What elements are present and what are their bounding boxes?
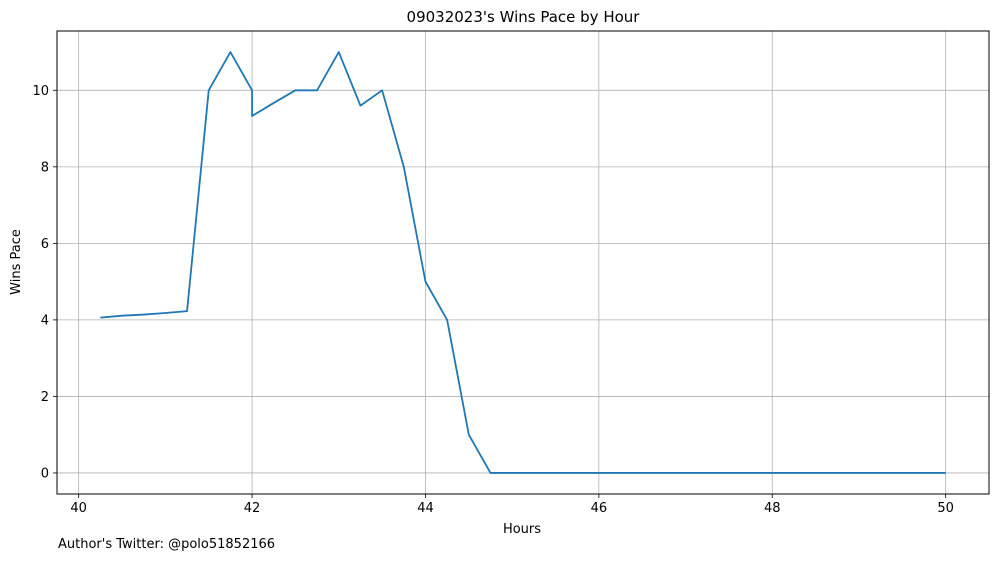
plot-frame — [56, 30, 990, 495]
author-twitter-note: Author's Twitter: @polo51852166 — [58, 537, 276, 552]
y-tick-label: 2 — [41, 390, 49, 405]
x-tick-label: 48 — [764, 501, 781, 516]
x-tick-label: 42 — [244, 501, 261, 516]
chart-title: 09032023's Wins Pace by Hour — [407, 8, 641, 26]
y-tick-label: 0 — [41, 466, 49, 481]
x-tick-label: 50 — [937, 501, 954, 516]
y-axis-ticks: 0 2 4 6 8 10 — [32, 84, 57, 481]
y-tick-label: 6 — [41, 237, 49, 252]
series-layer — [100, 51, 946, 474]
x-tick-label: 46 — [591, 501, 608, 516]
x-axis-label: Hours — [503, 522, 541, 537]
x-tick-label: 44 — [417, 501, 434, 516]
y-tick-label: 4 — [41, 313, 49, 328]
y-tick-label: 8 — [41, 160, 49, 175]
series-line — [100, 51, 946, 474]
grid-lines — [57, 31, 989, 494]
x-tick-label: 40 — [70, 501, 87, 516]
y-tick-label: 10 — [32, 84, 49, 99]
x-axis-ticks: 40 42 44 46 48 50 — [70, 494, 954, 516]
y-axis-label: Wins Pace — [9, 229, 24, 295]
